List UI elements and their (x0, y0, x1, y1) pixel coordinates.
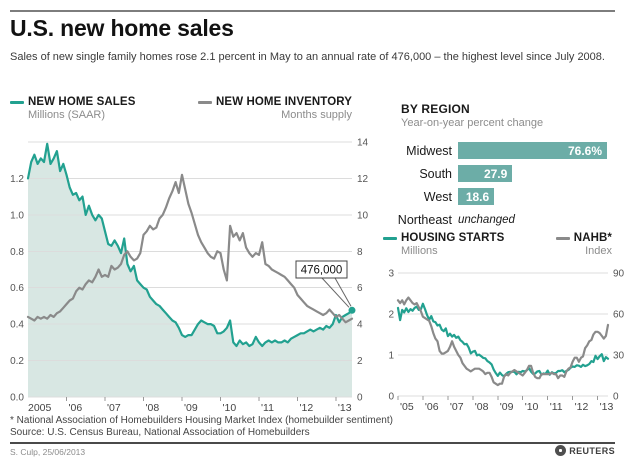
region-value: 18.6 (465, 189, 490, 204)
svg-text:'09: '09 (184, 402, 198, 414)
page-title: U.S. new home sales (10, 15, 234, 41)
gray-line-key-icon (555, 236, 570, 240)
region-row: West 18.6 (380, 185, 618, 208)
teal-line-key-icon (383, 236, 397, 240)
svg-text:'05: '05 (400, 401, 414, 413)
region-bar: 18.6 (458, 188, 495, 205)
svg-text:0: 0 (357, 393, 363, 404)
annotation-box (295, 260, 348, 279)
region-value: unchanged (458, 213, 515, 226)
svg-text:60: 60 (613, 310, 625, 321)
svg-text:'12: '12 (575, 401, 589, 413)
svg-text:'06: '06 (69, 402, 83, 414)
legend-label: NEW HOME SALES (28, 96, 136, 108)
region-bar-chart: Midwest 76.6% South 27.9 West 18.6 Northeast un… (380, 139, 618, 231)
annotation-label: 476,000 (301, 265, 343, 277)
legend-label: HOUSING STARTS (401, 232, 505, 244)
svg-text:10: 10 (357, 210, 369, 221)
svg-text:'07: '07 (107, 402, 121, 414)
legend-label: NAHB* (573, 232, 612, 244)
credit: S. Culp, 25/06/2013 (10, 447, 86, 457)
svg-text:'09: '09 (500, 401, 514, 413)
teal-line-key-icon (10, 100, 24, 104)
svg-text:2005: 2005 (28, 402, 52, 414)
svg-text:'13: '13 (600, 401, 614, 413)
gray-line-key-icon (198, 100, 213, 104)
svg-text:'10: '10 (223, 402, 237, 414)
svg-text:0.0: 0.0 (10, 393, 24, 404)
svg-text:0.8: 0.8 (10, 247, 24, 258)
reuters-logo: REUTERS (555, 445, 615, 456)
region-section-subheading: Year-on-year percent change (401, 117, 544, 129)
svg-text:30: 30 (613, 351, 625, 362)
region-label: Midwest (406, 143, 452, 158)
region-row: South 27.9 (380, 162, 618, 185)
region-section-heading: BY REGION (401, 102, 470, 116)
source-line: Source: U.S. Census Bureau, National Ass… (10, 427, 310, 438)
region-value: 76.6% (567, 143, 602, 158)
page-subtitle: Sales of new single family homes rose 2.… (10, 51, 605, 63)
legend-label: NEW HOME INVENTORY (216, 96, 352, 108)
reuters-logo-text: REUTERS (569, 445, 615, 456)
region-bar-zone: unchanged (458, 214, 618, 226)
svg-text:1: 1 (388, 351, 394, 362)
region-label: West (423, 189, 452, 204)
region-row: Northeast unchanged (380, 208, 618, 231)
legend-new-home-sales: NEW HOME SALES Millions (SAAR) (10, 96, 135, 121)
svg-text:'08: '08 (475, 401, 489, 413)
region-value: 27.9 (483, 166, 508, 181)
region-bar: 27.9 (458, 165, 513, 182)
svg-text:'10: '10 (525, 401, 539, 413)
svg-text:'06: '06 (425, 401, 439, 413)
svg-text:14: 14 (357, 138, 369, 149)
reuters-globe-icon (555, 445, 567, 456)
legend-unit: Millions (SAAR) (28, 109, 106, 121)
region-bar-zone: 18.6 (458, 188, 618, 205)
svg-text:2: 2 (388, 310, 394, 321)
svg-text:'08: '08 (146, 402, 160, 414)
svg-text:6: 6 (357, 283, 363, 294)
svg-text:'11: '11 (261, 402, 274, 414)
legend-unit: Millions (401, 245, 438, 257)
region-row: Midwest 76.6% (380, 139, 618, 162)
svg-text:'11: '11 (550, 401, 563, 413)
bottom-rule (10, 442, 615, 444)
svg-text:8: 8 (357, 247, 363, 258)
svg-text:0.6: 0.6 (10, 283, 24, 294)
svg-text:0.2: 0.2 (10, 356, 24, 367)
svg-text:0: 0 (613, 392, 619, 403)
svg-text:2: 2 (357, 356, 363, 367)
svg-text:90: 90 (613, 269, 625, 280)
svg-text:3: 3 (388, 269, 394, 280)
legend-housing-starts: HOUSING STARTS Millions (383, 232, 504, 257)
region-bar: 76.6% (458, 142, 607, 159)
svg-text:4: 4 (357, 320, 363, 331)
svg-text:'07: '07 (450, 401, 464, 413)
region-label: Northeast (397, 212, 452, 227)
region-bar-zone: 76.6% (458, 142, 618, 159)
svg-text:'12: '12 (300, 402, 314, 414)
region-bar-zone: 27.9 (458, 165, 618, 182)
legend-unit: Index (585, 245, 612, 257)
svg-text:1.0: 1.0 (10, 210, 24, 221)
region-label: South (419, 166, 452, 181)
top-rule (10, 10, 615, 12)
legend-new-home-inventory: NEW HOME INVENTORY Months supply (150, 96, 352, 121)
legend-nahb: NAHB* Index (478, 232, 612, 257)
svg-text:0: 0 (388, 392, 394, 403)
svg-text:0.4: 0.4 (10, 320, 24, 331)
svg-text:1.2: 1.2 (10, 174, 24, 185)
footnote: * National Association of Homebuilders H… (10, 415, 393, 426)
legend-unit: Months supply (281, 109, 352, 121)
svg-text:'13: '13 (338, 402, 352, 414)
svg-text:12: 12 (357, 174, 369, 185)
